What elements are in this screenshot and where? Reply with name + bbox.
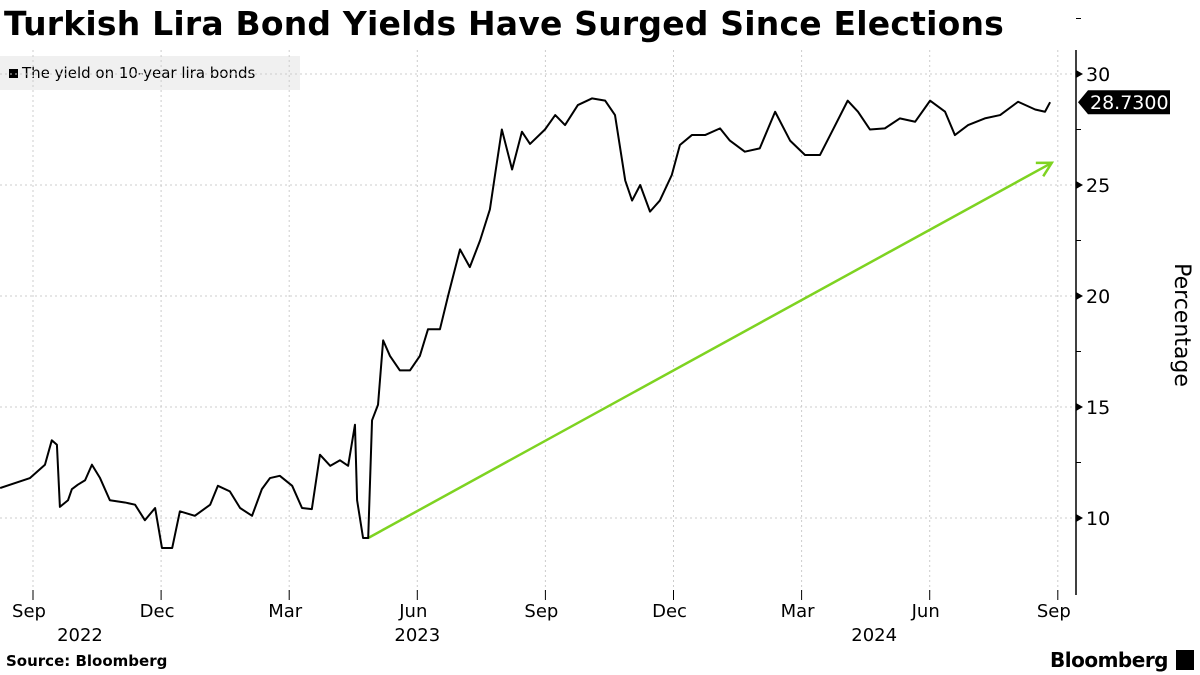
arrow-head-icon: [1035, 161, 1055, 177]
x-year-label: 2023: [394, 625, 440, 646]
legend-swatch: [9, 69, 18, 78]
x-tick-label: Sep: [12, 601, 46, 622]
x-tick-label: Dec: [140, 601, 175, 622]
legend: The yield on 10-year lira bonds: [0, 56, 300, 90]
bloomberg-logo: Bloomberg: [1050, 648, 1168, 672]
y-tick: [1076, 292, 1083, 300]
chart-title: Turkish Lira Bond Yields Have Surged Sin…: [4, 4, 1004, 43]
x-tick-label: Sep: [1037, 601, 1071, 622]
y-tick: [1076, 181, 1083, 189]
x-tick-label: Mar: [268, 601, 303, 622]
y-tick: [1076, 514, 1083, 522]
x-year-label: 2022: [57, 625, 103, 646]
y-tick-label: 15: [1086, 397, 1110, 419]
last-value-badge: [1078, 90, 1170, 115]
y-tick-label: 30: [1086, 64, 1110, 86]
y-tick: [1076, 403, 1083, 411]
y-tick-label: 10: [1086, 508, 1110, 530]
y-axis-label: Percentage: [1169, 263, 1194, 387]
last-value-label: 28.7300: [1090, 92, 1169, 114]
series-line: [0, 97, 1051, 549]
legend-label: The yield on 10-year lira bonds: [22, 64, 256, 82]
y-tick: [1076, 70, 1083, 78]
x-tick-label: Jun: [911, 601, 940, 622]
x-tick-label: Dec: [652, 601, 687, 622]
annotation-arrow: [367, 161, 1053, 540]
y-tick-label: 25: [1086, 175, 1110, 197]
bloomberg-mark-icon: [1176, 650, 1194, 670]
source-note: Source: Bloomberg: [6, 652, 168, 670]
x-tick-label: Jun: [398, 601, 427, 622]
x-year-label: 2024: [851, 625, 897, 646]
x-tick-label: Mar: [781, 601, 816, 622]
y-tick-label: 20: [1086, 286, 1110, 308]
x-tick-label: Sep: [524, 601, 558, 622]
